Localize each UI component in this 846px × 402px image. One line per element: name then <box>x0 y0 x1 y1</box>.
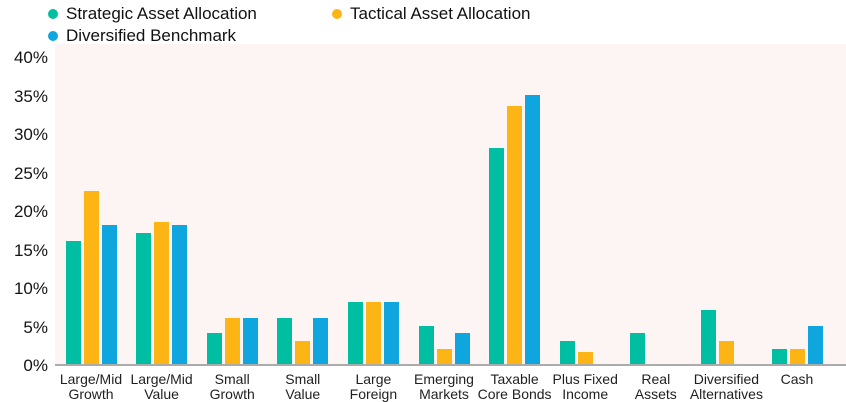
x-axis-category-label: Taxable Core Bonds <box>477 371 552 402</box>
strategic-bar <box>630 333 646 364</box>
plot-area <box>55 44 846 366</box>
strategic-legend-dot-icon <box>48 9 58 19</box>
x-axis-category-label: Large Foreign <box>349 371 398 402</box>
benchmark-bar <box>172 225 188 364</box>
x-axis-category-label: Diversified Alternatives <box>689 371 763 402</box>
tactical-bar <box>295 340 311 364</box>
y-axis-tick-label: 40% <box>13 48 48 67</box>
legend-item-tactical: Tactical Asset Allocation <box>332 4 530 24</box>
strategic-bar <box>771 348 787 364</box>
y-axis-tick-label: 25% <box>13 163 48 183</box>
strategic-bar <box>559 340 575 364</box>
strategic-bar <box>277 317 293 364</box>
bar-group <box>65 44 117 364</box>
y-axis-tick-label: 10% <box>13 279 48 298</box>
x-axis-category-label: Large/Mid Value <box>130 371 193 402</box>
legend-item-benchmark: Diversified Benchmark <box>48 26 236 46</box>
bar-group <box>630 44 681 364</box>
benchmark-bar <box>454 333 470 364</box>
y-axis-tick-label: 0% <box>23 356 48 375</box>
x-axis-category-label: Real Assets <box>634 371 677 402</box>
x-axis-category-label: Large/Mid Growth <box>59 371 123 402</box>
benchmark-bar <box>101 225 117 364</box>
bar-group <box>771 44 823 364</box>
legend-label-tactical: Tactical Asset Allocation <box>350 4 531 23</box>
bar-group <box>489 44 541 364</box>
tactical-bar <box>718 340 734 364</box>
bar-group <box>700 44 752 364</box>
benchmark-bar <box>807 325 823 364</box>
strategic-bar <box>136 233 152 364</box>
legend-item-strategic: Strategic Asset Allocation <box>48 4 257 24</box>
y-axis-tick-label: 35% <box>13 86 48 106</box>
strategic-bar <box>347 302 363 364</box>
tactical-bar <box>507 106 523 364</box>
legend-label-benchmark: Diversified Benchmark <box>66 26 237 45</box>
bar-group <box>206 44 258 364</box>
strategic-bar <box>489 148 505 364</box>
bar-group <box>347 44 399 364</box>
legend-label-strategic: Strategic Asset Allocation <box>66 4 257 23</box>
x-axis-category-label: Small Value <box>285 371 321 402</box>
x-axis-category-label: Cash <box>780 371 814 387</box>
tactical-legend-dot-icon <box>332 9 342 19</box>
benchmark-legend-dot-icon <box>48 31 58 41</box>
tactical-bar <box>365 302 381 364</box>
strategic-bar <box>206 333 222 364</box>
y-axis-tick-label: 30% <box>13 125 48 144</box>
tactical-bar <box>789 348 805 364</box>
tactical-bar <box>154 221 170 364</box>
strategic-bar <box>418 325 434 364</box>
y-axis-tick-label: 5% <box>23 317 48 337</box>
strategic-bar <box>65 240 81 364</box>
x-axis-category-label: Emerging Markets <box>414 371 474 402</box>
bar-group <box>559 44 611 364</box>
strategic-bar <box>700 310 716 364</box>
benchmark-bar <box>525 94 541 364</box>
tactical-bar <box>436 348 452 364</box>
x-axis-category-label: Small Growth <box>209 371 255 402</box>
bar-group <box>136 44 188 364</box>
tactical-bar <box>577 352 593 364</box>
benchmark-bar <box>242 317 258 364</box>
tactical-bar <box>83 190 99 364</box>
x-axis-category-label: Plus Fixed Income <box>552 371 618 402</box>
y-axis-tick-label: 15% <box>13 240 48 260</box>
benchmark-bar <box>383 302 399 364</box>
y-axis-tick-label: 20% <box>13 202 48 221</box>
benchmark-bar <box>313 317 329 364</box>
bar-group <box>418 44 470 364</box>
tactical-bar <box>224 317 240 364</box>
bar-group <box>277 44 329 364</box>
